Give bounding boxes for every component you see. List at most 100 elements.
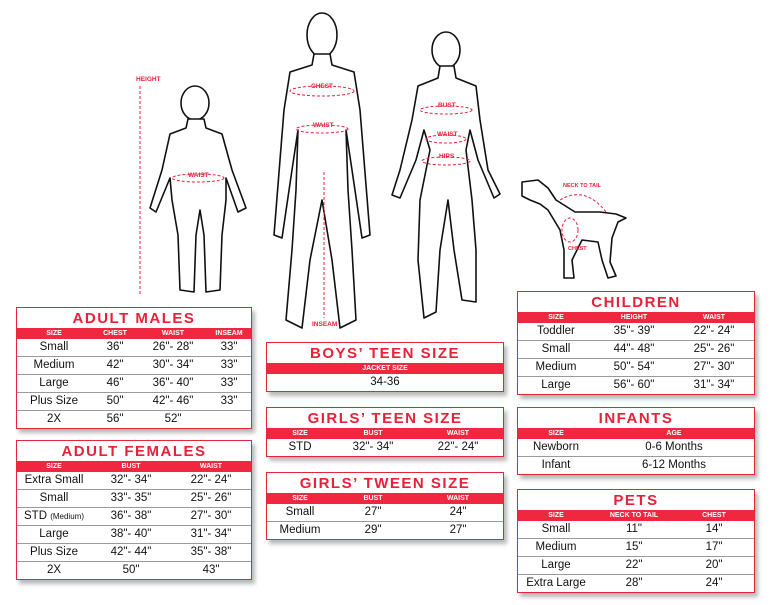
table-row: Medium 15" 17" bbox=[518, 538, 754, 556]
column-header: SIZE bbox=[548, 430, 564, 437]
table-cell: 56"- 60" bbox=[613, 379, 655, 391]
table-cell: Medium bbox=[33, 359, 75, 371]
table-cell: 22"- 24" bbox=[190, 474, 232, 486]
column-header: WAIST bbox=[199, 463, 223, 470]
column-header: JACKET SIZE bbox=[362, 365, 408, 372]
table-cell: 36" bbox=[106, 341, 124, 353]
size-qualifier: (Medium) bbox=[50, 512, 84, 521]
table-row: Small 11" 14" bbox=[518, 521, 754, 538]
table-cell: 44"- 48" bbox=[613, 343, 655, 355]
table-row: STD (Medium) 36"- 38" 27"- 30" bbox=[17, 507, 251, 525]
table-header-row: SIZE BUST WAIST bbox=[267, 493, 503, 504]
table-cell: Extra Small bbox=[24, 474, 84, 486]
pets-table: PETS SIZE NECK TO TAIL CHEST Small 11" 14" Medi… bbox=[517, 489, 755, 593]
woman-waist-label: WAIST bbox=[437, 131, 458, 138]
table-title: GIRLS’ TEEN SIZE bbox=[307, 410, 463, 427]
table-cell: 31"- 34" bbox=[693, 379, 735, 391]
table-header-row: SIZE NECK TO TAIL CHEST bbox=[518, 510, 754, 521]
table-header-row: SIZE AGE bbox=[518, 428, 754, 439]
child-height-label: HEIGHT bbox=[136, 76, 161, 83]
table-cell: Plus Size bbox=[30, 546, 78, 558]
table-cell: 32"- 34" bbox=[110, 474, 152, 486]
table-row: Large 38"- 40" 31"- 34" bbox=[17, 525, 251, 543]
table-cell: Extra Large bbox=[526, 577, 586, 589]
table-cell: Plus Size bbox=[30, 395, 78, 407]
table-cell: 29" bbox=[364, 524, 382, 536]
table-cell: 33" bbox=[220, 395, 238, 407]
table-cell: 27"- 30" bbox=[693, 361, 735, 373]
table-cell: 36"- 40" bbox=[152, 377, 194, 389]
girls-teen-table: GIRLS’ TEEN SIZE SIZE BUST WAIST STD 32"- 34"… bbox=[266, 407, 504, 457]
table-cell: 50"- 54" bbox=[613, 361, 655, 373]
table-cell: Small bbox=[39, 492, 69, 504]
column-header: AGE bbox=[666, 430, 682, 437]
table-title: ADULT MALES bbox=[72, 310, 196, 327]
table-row: Small 27" 24" bbox=[267, 504, 503, 521]
table-row: 34-36 bbox=[267, 374, 503, 391]
column-header: HEIGHT bbox=[620, 314, 648, 321]
table-cell: 6-12 Months bbox=[642, 459, 706, 471]
table-cell: 50" bbox=[106, 395, 124, 407]
table-row: Extra Large 28" 24" bbox=[518, 574, 754, 592]
table-cell: 24" bbox=[705, 577, 723, 589]
table-cell: 14" bbox=[705, 523, 723, 535]
table-title: ADULT FEMALES bbox=[61, 443, 207, 460]
table-cell: Small bbox=[541, 343, 571, 355]
child-waist-line bbox=[171, 173, 225, 183]
table-cell: 0-6 Months bbox=[645, 441, 703, 453]
table-row: Medium 29" 27" bbox=[267, 521, 503, 539]
table-cell: Toddler bbox=[537, 325, 575, 337]
table-cell: 35"- 38" bbox=[190, 546, 232, 558]
table-title: CHILDREN bbox=[591, 294, 681, 311]
man-waist-label: WAIST bbox=[313, 122, 334, 129]
column-header: SIZE bbox=[548, 314, 564, 321]
table-row: Small 36" 26"- 28" 33" bbox=[17, 339, 251, 356]
table-cell: 38"- 40" bbox=[110, 528, 152, 540]
table-cell: 46" bbox=[106, 377, 124, 389]
table-row: Plus Size 50" 42"- 46" 33" bbox=[17, 392, 251, 410]
table-row: Large 46" 36"- 40" 33" bbox=[17, 374, 251, 392]
column-header: BUST bbox=[363, 495, 383, 502]
table-cell: 52" bbox=[164, 413, 182, 425]
table-cell: 25"- 26" bbox=[693, 343, 735, 355]
woman-waist-line bbox=[425, 134, 467, 144]
table-row: Small 44"- 48" 25"- 26" bbox=[518, 340, 754, 358]
dog-neck-to-tail-line bbox=[559, 194, 607, 213]
table-cell: 33"- 35" bbox=[110, 492, 152, 504]
table-cell: Medium bbox=[279, 524, 321, 536]
table-cell: Large bbox=[39, 528, 69, 540]
woman-figure bbox=[391, 31, 501, 319]
column-header: SIZE bbox=[548, 512, 564, 519]
table-cell: 24" bbox=[449, 506, 467, 518]
table-cell: 2X bbox=[46, 564, 62, 576]
table-row: Large 22" 20" bbox=[518, 556, 754, 574]
table-row: Medium 50"- 54" 27"- 30" bbox=[518, 358, 754, 376]
dog-neck-to-tail-label: NECK TO TAIL bbox=[563, 183, 601, 189]
table-cell: 42"- 44" bbox=[110, 546, 152, 558]
table-cell: 27" bbox=[449, 524, 467, 536]
column-header: SIZE bbox=[46, 330, 62, 337]
table-row: 2X 50" 43" bbox=[17, 561, 251, 579]
table-cell: 27"- 30" bbox=[190, 510, 232, 522]
table-cell: Large bbox=[541, 559, 571, 571]
column-header: WAIST bbox=[702, 314, 726, 321]
table-title: GIRLS’ TWEEN SIZE bbox=[299, 475, 471, 492]
woman-hips-line bbox=[421, 156, 471, 166]
table-cell: 33" bbox=[220, 359, 238, 371]
man-chest-label: CHEST bbox=[311, 83, 334, 90]
adult-males-table: ADULT MALES SIZE CHEST WAIST INSEAM Small 36" 2… bbox=[16, 307, 252, 429]
table-cell: 33" bbox=[220, 377, 238, 389]
man-inseam-label: INSEAM bbox=[312, 321, 338, 328]
table-cell: STD bbox=[288, 441, 312, 453]
table-cell: Large bbox=[39, 377, 69, 389]
table-cell: 17" bbox=[705, 541, 723, 553]
dog-chest-line bbox=[561, 217, 579, 243]
table-row: Large 56"- 60" 31"- 34" bbox=[518, 376, 754, 394]
table-cell: 50" bbox=[122, 564, 140, 576]
table-cell: STD (Medium) bbox=[24, 510, 84, 522]
table-cell: 42"- 46" bbox=[152, 395, 194, 407]
table-cell: 35"- 39" bbox=[613, 325, 655, 337]
table-cell: 34-36 bbox=[370, 376, 400, 388]
table-cell: 33" bbox=[220, 341, 238, 353]
